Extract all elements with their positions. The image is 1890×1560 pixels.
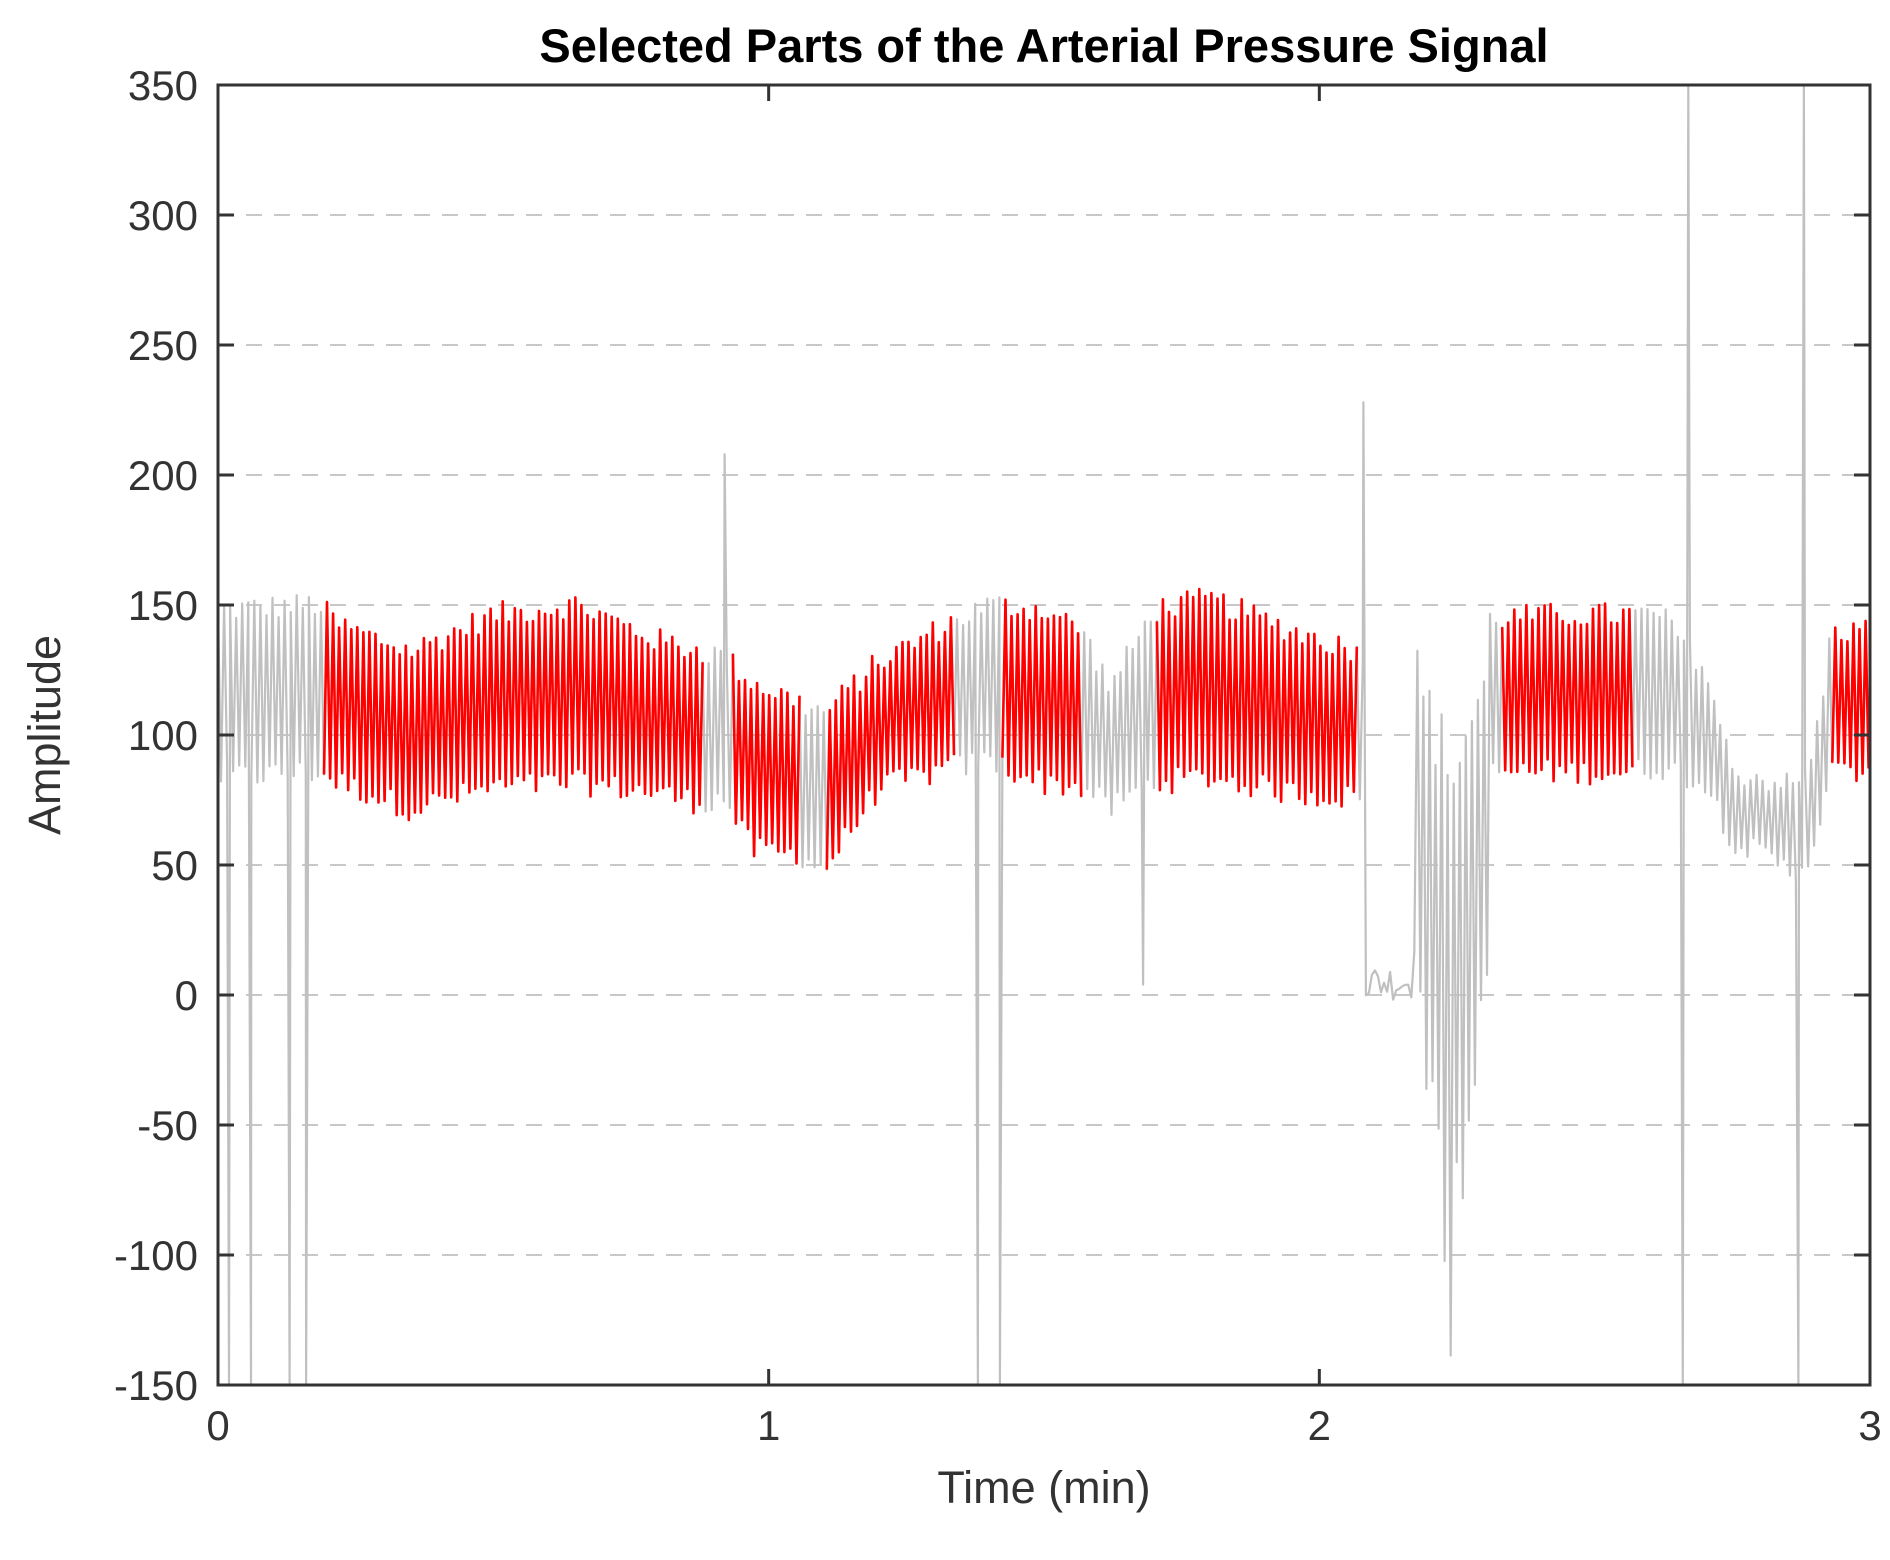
selected-segment <box>1500 602 1634 786</box>
y-tick-label: 100 <box>128 712 198 759</box>
selected-segment <box>731 653 801 865</box>
selected-segment <box>1155 587 1359 808</box>
y-tick-label: 300 <box>128 192 198 239</box>
y-tick-label: 250 <box>128 322 198 369</box>
y-tick-label: 50 <box>151 842 198 889</box>
x-axis-label: Time (min) <box>937 1462 1150 1513</box>
y-tick-label: -100 <box>114 1232 198 1279</box>
y-tick-label: -50 <box>137 1102 198 1149</box>
selected-segment <box>1001 598 1083 797</box>
tick-marks <box>216 83 1872 1387</box>
x-tick-label: 0 <box>206 1402 229 1449</box>
y-tick-label: 200 <box>128 452 198 499</box>
y-tick-label: -150 <box>114 1362 198 1409</box>
selected-segment <box>1831 619 1870 783</box>
selected-segment <box>322 596 704 822</box>
y-tick-label: 350 <box>128 62 198 109</box>
signal-plot <box>216 83 1870 1387</box>
y-tick-label: 0 <box>175 972 198 1019</box>
x-tick-label: 1 <box>757 1402 780 1449</box>
selected-segment <box>825 616 956 870</box>
x-tick-label: 2 <box>1308 1402 1331 1449</box>
x-tick-label: 3 <box>1858 1402 1881 1449</box>
chart-title: Selected Parts of the Arterial Pressure … <box>539 19 1548 72</box>
y-axis-label: Amplitude <box>19 635 70 835</box>
y-tick-label: 150 <box>128 582 198 629</box>
